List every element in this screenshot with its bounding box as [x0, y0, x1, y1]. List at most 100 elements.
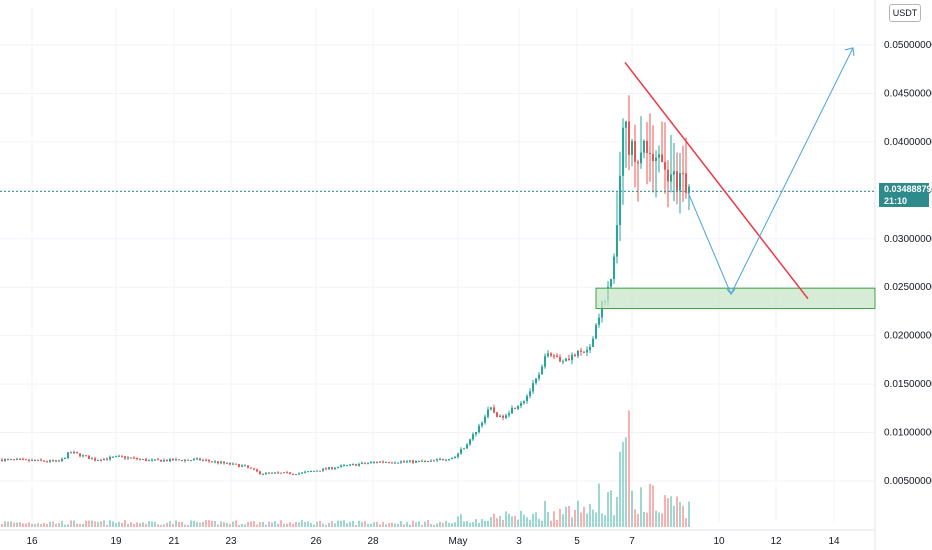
candle-body [574, 354, 576, 356]
candle-body [577, 350, 579, 356]
volume-bar [199, 522, 201, 527]
volume-bar [217, 524, 219, 527]
candle-body [112, 456, 114, 458]
volume-bar [22, 523, 24, 527]
volume-bar [148, 521, 150, 527]
candle-body [82, 455, 84, 457]
projection-path[interactable] [687, 47, 854, 296]
candle-body [157, 459, 159, 461]
y-tick-label: 0.05000000 [884, 40, 932, 51]
candle-body [103, 458, 105, 461]
candle-body [172, 458, 174, 461]
candle-body [397, 462, 399, 464]
volume-bar [508, 513, 510, 527]
y-tick-label: 0.04000000 [884, 137, 932, 148]
candle-body [55, 460, 57, 462]
volume-bar [292, 523, 294, 527]
candle-body [406, 461, 408, 463]
candle-body [85, 455, 87, 457]
volume-bar [610, 490, 612, 527]
volume-bar [46, 523, 48, 527]
volume-bar [556, 520, 558, 527]
volume-bar [121, 522, 123, 527]
candle-body [418, 460, 420, 462]
volume-bar [211, 520, 213, 527]
volume-bar [7, 521, 9, 527]
candle-body [646, 140, 648, 153]
volume-bar [682, 505, 684, 527]
time-axis[interactable]: 16 19 21 23 26 28 May 3 5 7 10 12 14 [26, 536, 840, 547]
candle-body [181, 460, 183, 462]
volume-bar [637, 513, 639, 527]
candle-body [451, 457, 453, 460]
volume-bar [421, 524, 423, 527]
volume-bar [397, 524, 399, 527]
candle-body [109, 456, 111, 460]
candle-body [583, 351, 585, 353]
volume-bar [268, 521, 270, 527]
volume-bar [310, 523, 312, 527]
candle-body [658, 154, 660, 158]
candle-body [4, 459, 6, 462]
volume-bar [460, 514, 462, 527]
volume-bar [412, 520, 414, 527]
candle-body [481, 422, 483, 426]
volume-bar [244, 524, 246, 527]
volume-bar [430, 523, 432, 527]
volume-bar [544, 500, 546, 527]
candle-body [427, 460, 429, 462]
candle-body [223, 461, 225, 464]
candle-body [514, 407, 516, 409]
volume-bar [613, 515, 615, 527]
volume-bar [262, 521, 264, 527]
candle-body [544, 356, 546, 367]
volume-bar [271, 522, 273, 527]
volume-bar [520, 510, 522, 527]
candle-body [91, 458, 93, 460]
candle-body [67, 452, 69, 459]
volume-bar [226, 522, 228, 527]
volume-bar [589, 504, 591, 527]
volume-bar [358, 520, 360, 527]
candle-body [652, 153, 654, 162]
currency-button[interactable]: USDT [889, 4, 921, 22]
volume-bar [58, 523, 60, 527]
volume-bar [436, 523, 438, 527]
descending-trendline[interactable] [624, 61, 809, 300]
price-axis[interactable]: 0.050000000.045000000.040000000.03500000… [884, 40, 932, 487]
x-tick-label: 3 [516, 536, 522, 547]
x-tick-label: May [449, 536, 468, 547]
candle-body [457, 453, 459, 457]
candle-body [505, 415, 507, 418]
arrowhead-down [726, 288, 736, 295]
candle-body [475, 431, 477, 435]
volume-bar [424, 521, 426, 527]
volume-bar [598, 483, 600, 527]
volume-bar [442, 522, 444, 527]
candle-body [169, 458, 171, 462]
candle-body [631, 141, 633, 155]
candle-body [274, 472, 276, 474]
candle-body [337, 466, 339, 468]
candle-body [682, 173, 684, 175]
candle-body [424, 460, 426, 462]
x-tick-label: 26 [310, 536, 322, 547]
volume-bar [379, 524, 381, 527]
volume-bar [172, 523, 174, 527]
candle-body [193, 459, 195, 461]
volume-bar [166, 522, 168, 527]
volume-bar [457, 516, 459, 527]
volume-bar [532, 513, 534, 527]
volume-bar [169, 521, 171, 527]
candle-body [571, 354, 573, 361]
volume-bar [91, 520, 93, 527]
volume-bar [265, 524, 267, 527]
volume-bar [664, 495, 666, 527]
candle-body [490, 407, 492, 410]
candle-body [268, 472, 270, 474]
arrowhead-up [844, 47, 855, 56]
volume-bar [130, 522, 132, 527]
support-zone[interactable] [595, 287, 876, 310]
last-price-value: 0.03488879 [884, 184, 932, 194]
